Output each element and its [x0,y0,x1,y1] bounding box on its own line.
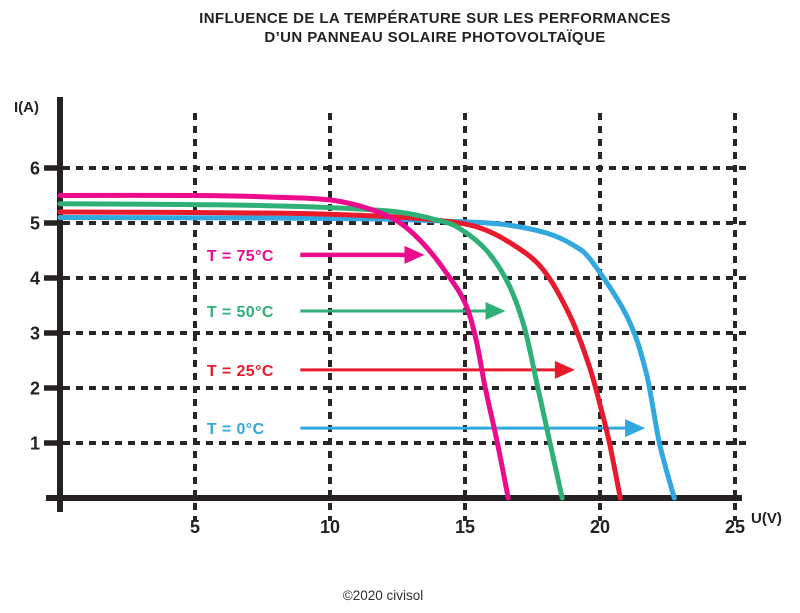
chart-title-line1: INFLUENCE DE LA TEMPÉRATURE SUR LES PERF… [199,10,671,27]
x-tick-label-10: 10 [320,517,340,537]
grid-layer: 1 2 3 4 5 6 5 10 15 20 25 [30,113,746,537]
curve-layer [57,192,677,501]
x-tick-label-25: 25 [725,517,745,537]
iv-curve-t0 [57,215,677,501]
x-tick-label-20: 20 [590,517,610,537]
x-tick-label-5: 5 [190,517,200,537]
y-tick-label-3: 3 [30,324,40,344]
series-label-t25: T = 25°C [207,363,274,380]
arrow-head-t0 [625,419,646,438]
arrow-head-t50 [485,302,506,320]
y-axis-label: I(A) [14,99,39,116]
annotation-layer: T = 75°C T = 50°C T = 25°C T = 0°C [207,245,646,438]
chart-title-line2: D’UN PANNEAU SOLAIRE PHOTOVOLTAÏQUE [264,29,606,46]
iv-curve-t75 [57,192,511,501]
series-label-t0: T = 0°C [207,421,265,438]
copyright-credit: ©2020 civisol [342,588,424,603]
y-tick-label-2: 2 [30,379,40,399]
y-tick-label-5: 5 [30,214,40,234]
arrow-head-t75 [404,245,425,264]
series-label-t75: T = 75°C [207,248,274,265]
iv-curve-t50 [57,201,565,501]
y-tick-label-1: 1 [30,434,40,454]
arrow-head-t25 [554,360,575,379]
y-tick-label-4: 4 [30,269,40,289]
x-axis-label: U(V) [751,510,782,527]
iv-curve-t25 [57,209,623,501]
series-label-t50: T = 50°C [207,304,274,321]
x-tick-label-15: 15 [455,517,475,537]
chart-title: INFLUENCE DE LA TEMPÉRATURE SUR LES PERF… [70,9,800,47]
y-tick-label-6: 6 [30,159,40,179]
